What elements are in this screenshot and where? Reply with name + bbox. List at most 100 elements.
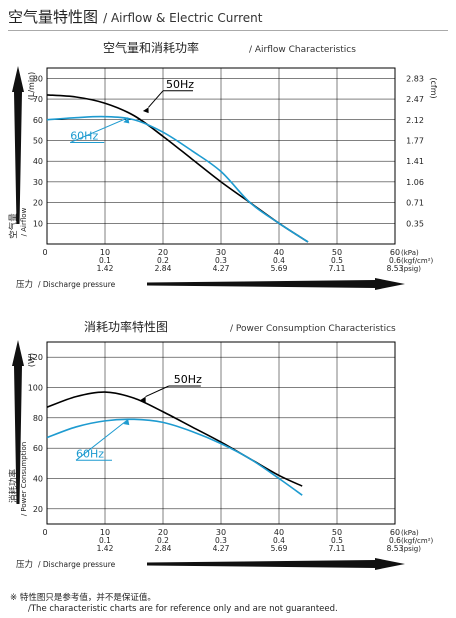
- series-callout-line: [145, 385, 170, 398]
- airflow-chart: 空气量和消耗功率 / Airflow Characteristics 10 20 30 4…: [8, 40, 438, 290]
- x-axis-arrow: [147, 278, 405, 290]
- x-unit-kgf: (kgf/cm²): [401, 537, 434, 545]
- chart-title-cn: 消耗功率特性图: [84, 319, 168, 334]
- y-tick-label: 60: [33, 116, 43, 125]
- y-tick-label: 70: [33, 95, 43, 104]
- x-tick-kgf: 0.6: [389, 536, 401, 545]
- chart-title-en: / Airflow Characteristics: [249, 45, 356, 55]
- y2-tick-label: 1.41: [406, 157, 424, 166]
- y2-tick-label: 2.83: [406, 74, 424, 83]
- footnote-cn: ※ 特性图只是参考值，并不是保证值。: [10, 593, 156, 603]
- x-axis-label-cn: 压力: [16, 559, 33, 570]
- x-axis-label-en: / Discharge pressure: [38, 280, 116, 289]
- x-tick-psig: 4.27: [213, 544, 230, 553]
- page-header: 空气量特性图 / Airflow & Electric Current: [8, 6, 448, 28]
- page-title-en: / Airflow & Electric Current: [103, 11, 263, 25]
- y-axis-arrow: [12, 66, 24, 224]
- x-tick-kgf: 0.2: [157, 536, 169, 545]
- series-callout-arrowhead: [140, 396, 146, 403]
- x-tick-kpa: 50: [332, 528, 342, 537]
- series-label-60hz: 60Hz: [70, 130, 98, 143]
- page-title-cn: 空气量特性图: [8, 8, 99, 26]
- series-label-60hz: 60Hz: [76, 447, 104, 460]
- x-unit-kpa: (kPa): [401, 249, 419, 257]
- x-tick-kgf: 0.4: [273, 536, 285, 545]
- series-callout-line: [75, 418, 129, 461]
- header-divider: [8, 30, 448, 31]
- power-consumption-chart: 消耗功率特性图 / Power Consumption Characteristi…: [8, 319, 434, 570]
- x-unit-kgf: (kgf/cm²): [401, 257, 434, 265]
- x-unit-psig: (psig): [401, 265, 421, 273]
- series-callout-arrowhead: [123, 117, 130, 124]
- plot-frame: [46, 341, 396, 525]
- x-tick-psig: 1.42: [97, 544, 114, 553]
- x-tick-kpa: 40: [274, 528, 284, 537]
- x-axis-label-en: / Discharge pressure: [38, 560, 116, 569]
- y2-tick-label: 2.12: [406, 116, 424, 125]
- x-tick-psig: 7.11: [329, 544, 346, 553]
- x-tick-psig: 7.11: [329, 264, 346, 273]
- x-axis-label-cn: 压力: [16, 279, 33, 290]
- series-callout-arrowhead: [142, 107, 149, 114]
- y-axis-label-cn: 空气量: [8, 213, 19, 239]
- series-line-60hz: [46, 115, 309, 243]
- x-tick-kpa: 50: [332, 248, 342, 257]
- y2-unit-label: (cfm): [429, 77, 438, 98]
- y-unit-label: (L/min): [27, 72, 36, 100]
- series-label-50hz: 50Hz: [166, 78, 194, 91]
- x-tick-kgf: 0.2: [157, 256, 169, 265]
- x-unit-kpa: (kPa): [401, 529, 419, 537]
- y-tick-label: 80: [33, 74, 43, 83]
- x-tick-kpa: 30: [216, 528, 226, 537]
- x-tick-kgf: 0.4: [273, 256, 285, 265]
- y-axis-label-en: / Airflow: [20, 207, 28, 236]
- x-tick-kpa: 30: [216, 248, 226, 257]
- chart-title-cn: 空气量和消耗功率: [103, 40, 199, 55]
- x-tick-zero: 0: [42, 528, 47, 537]
- x-tick-kgf: 0.5: [331, 536, 343, 545]
- y-axis-label-cn: 消耗功率: [8, 469, 19, 504]
- x-tick-kpa: 60: [390, 528, 400, 537]
- y-tick-label: 60: [33, 444, 43, 453]
- x-tick-kgf: 0.3: [215, 536, 227, 545]
- x-tick-kpa: 60: [390, 248, 400, 257]
- y2-tick-label: 0.71: [406, 199, 424, 208]
- x-tick-kpa: 40: [274, 248, 284, 257]
- y-axis-arrow: [12, 340, 24, 504]
- y2-tick-label: 1.06: [406, 178, 424, 187]
- x-tick-kgf: 0.5: [331, 256, 343, 265]
- y-axis-label-en: / Power Consumption: [20, 442, 28, 516]
- x-tick-psig: 4.27: [213, 264, 230, 273]
- series-callout-line: [70, 117, 129, 144]
- x-tick-psig: 1.42: [97, 264, 114, 273]
- y2-tick-label: 2.47: [406, 95, 424, 104]
- series-line-60hz: [46, 418, 303, 496]
- y-tick-label: 80: [33, 414, 43, 423]
- x-tick-kpa: 20: [158, 528, 168, 537]
- y-tick-label: 40: [33, 475, 43, 484]
- y-tick-label: 100: [28, 384, 43, 393]
- y-tick-label: 120: [28, 353, 43, 362]
- series-callout-arrowhead: [123, 419, 130, 426]
- series-line-50hz: [46, 391, 303, 487]
- x-unit-psig: (psig): [401, 545, 421, 553]
- x-tick-psig: 5.69: [271, 264, 288, 273]
- footnote-en: /The characteristic charts are for refer…: [28, 604, 338, 614]
- y-tick-label: 50: [33, 136, 43, 145]
- x-tick-kgf: 0.6: [389, 256, 401, 265]
- x-tick-kgf: 0.1: [99, 256, 111, 265]
- y2-tick-label: 0.35: [406, 219, 424, 228]
- x-tick-zero: 0: [42, 248, 47, 257]
- x-tick-kgf: 0.3: [215, 256, 227, 265]
- y2-tick-label: 1.77: [406, 136, 424, 145]
- x-tick-psig: 8.53: [387, 544, 404, 553]
- y-tick-label: 10: [33, 219, 43, 228]
- x-tick-kpa: 10: [100, 528, 110, 537]
- x-tick-kpa: 10: [100, 248, 110, 257]
- y-tick-label: 40: [33, 157, 43, 166]
- y-unit-label: (W): [27, 353, 36, 367]
- plot-frame: [46, 67, 396, 245]
- x-tick-psig: 2.84: [155, 544, 172, 553]
- x-tick-kpa: 20: [158, 248, 168, 257]
- y-tick-label: 30: [33, 178, 43, 187]
